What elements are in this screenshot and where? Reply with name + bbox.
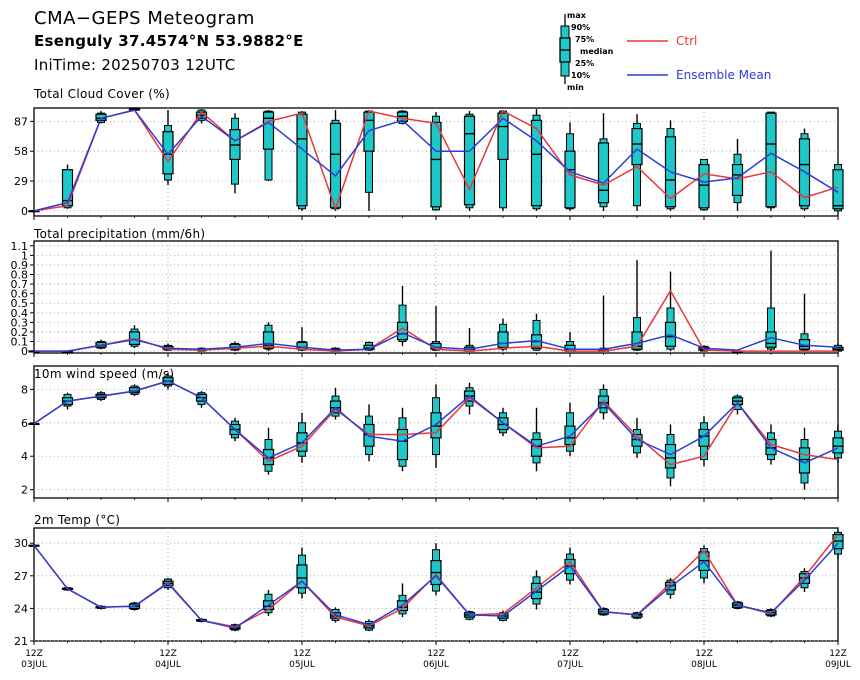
cloud-box-inner xyxy=(430,121,442,208)
precip-ytick-label: 0.6 xyxy=(11,288,29,301)
precip-box-inner xyxy=(497,331,509,348)
temp-ctrl-line xyxy=(33,534,839,628)
precip-ytick-label: 1.1 xyxy=(11,240,29,253)
legend-box-label: median xyxy=(580,47,614,56)
wind-box-inner xyxy=(698,428,710,447)
xtick-label-date: 05JUL xyxy=(289,660,315,670)
precip-ytick-label: 0 xyxy=(21,345,28,358)
wind-ytick-label: 6 xyxy=(21,417,28,430)
precip-box-inner xyxy=(631,331,643,350)
wind-box-inner xyxy=(396,428,409,461)
wind-box-inner xyxy=(664,443,677,469)
station-location: Esenguly 37.4574°N 53.9882°E xyxy=(34,32,304,50)
xtick-label-hour: 12Z xyxy=(427,649,445,659)
precip-ctrl-line xyxy=(34,290,838,352)
cloud-box-inner xyxy=(765,112,777,208)
legend-box-label: 10% xyxy=(571,71,590,80)
xtick-label-hour: 12Z xyxy=(25,649,43,659)
cloud-box-inner xyxy=(631,127,643,166)
legend-box-label: min xyxy=(567,83,584,92)
cloud-box-inner xyxy=(329,122,342,209)
cloud-box-inner xyxy=(698,163,710,209)
xtick-label-hour: 12Z xyxy=(293,649,311,659)
xtick-label-hour: 12Z xyxy=(561,649,579,659)
precip-ytick-label: 0.1 xyxy=(11,336,29,349)
wind-box-inner xyxy=(329,400,342,414)
precip-box-outer xyxy=(767,307,775,350)
legend-box-label: max xyxy=(567,11,587,20)
cloud-box-inner xyxy=(497,112,509,161)
init-time: IniTime: 20250703 12UTC xyxy=(34,56,236,74)
temp-ytick-label: 24 xyxy=(14,602,28,615)
legend-mean-label: Ensemble Mean xyxy=(676,68,771,82)
precip-ytick-label: 0.2 xyxy=(11,326,29,339)
wind-ytick-label: 4 xyxy=(21,450,28,463)
precip-ytick-label: 0.4 xyxy=(11,307,29,320)
cloud-box-inner xyxy=(262,111,275,150)
temp-ytick-label: 27 xyxy=(14,570,28,583)
xtick-label-hour: 12Z xyxy=(829,649,847,659)
cloud-box-inner xyxy=(530,119,543,207)
legend-box-label: 90% xyxy=(571,23,590,32)
cloud-box-inner xyxy=(564,150,576,209)
wind-panel-title: 10m wind speed (m/s) xyxy=(34,367,174,381)
cloud-box-inner xyxy=(162,131,174,175)
wind-box-inner xyxy=(798,447,811,474)
cloud-ytick-label: 0 xyxy=(21,205,28,218)
cloud-box-inner xyxy=(832,169,844,210)
cloud-box-inner xyxy=(296,113,308,207)
legend-ctrl-label: Ctrl xyxy=(676,34,697,48)
xtick-label-date: 04JUL xyxy=(155,660,181,670)
precip-ytick-label: 0.3 xyxy=(11,316,29,329)
precip-box-inner xyxy=(262,331,275,349)
wind-mean-line xyxy=(33,380,839,464)
xtick-label-hour: 12Z xyxy=(159,649,177,659)
wind-ytick-label: 8 xyxy=(21,383,28,396)
cloud-mean-line xyxy=(33,109,839,212)
precip-mean-line xyxy=(34,332,839,352)
temp-mean-line xyxy=(33,542,839,629)
temp-ytick-label: 21 xyxy=(14,635,28,648)
precip-panel-title: Total precipitation (mm/6h) xyxy=(33,227,205,241)
temp-panel-title: 2m Temp (°C) xyxy=(34,513,120,527)
cloud-ytick-label: 58 xyxy=(14,145,28,158)
precip-ytick-label: 0.8 xyxy=(11,269,29,282)
cloud-box-inner xyxy=(597,142,610,204)
wind-ytick-label: 2 xyxy=(21,484,28,497)
meteogram-title: CMA−GEPS Meteogram xyxy=(34,8,255,29)
cloud-box-inner xyxy=(463,115,476,206)
cloud-box-inner xyxy=(731,163,744,197)
temp-box-inner xyxy=(296,564,308,589)
xtick-label-date: 06JUL xyxy=(423,660,449,670)
precip-ytick-label: 0.7 xyxy=(11,278,29,291)
xtick-label-date: 09JUL xyxy=(825,660,851,670)
legend-box-label: 75% xyxy=(575,35,594,44)
wind-box-inner xyxy=(832,437,844,454)
xtick-label-date: 03JUL xyxy=(21,660,47,670)
cloud-ytick-label: 29 xyxy=(14,175,28,188)
cloud-ctrl-line xyxy=(33,109,839,212)
temp-ytick-label: 30 xyxy=(14,537,28,550)
legend-box-label: 25% xyxy=(575,59,594,68)
xtick-label-hour: 12Z xyxy=(695,649,713,659)
precip-ytick-label: 0.5 xyxy=(11,297,29,310)
precip-ytick-label: 0.9 xyxy=(11,259,29,272)
xtick-label-date: 07JUL xyxy=(557,660,583,670)
cloud-panel-title: Total Cloud Cover (%) xyxy=(33,87,170,101)
precip-ytick-label: 1 xyxy=(21,249,28,262)
cloud-ytick-label: 87 xyxy=(14,115,28,128)
xtick-label-date: 08JUL xyxy=(691,660,717,670)
